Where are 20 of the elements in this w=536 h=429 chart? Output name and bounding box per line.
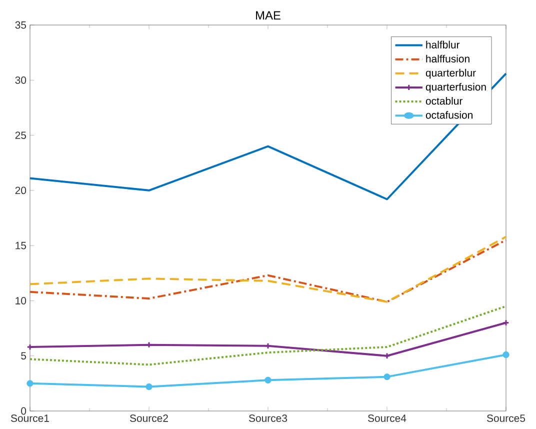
legend-label: halfblur bbox=[426, 40, 460, 48]
x-tick-label: Source5 bbox=[486, 414, 526, 422]
chart-title: MAE bbox=[256, 11, 280, 20]
y-tick-label: 15 bbox=[16, 242, 26, 250]
x-tick-label: Source4 bbox=[368, 414, 406, 422]
x-tick-label: Source3 bbox=[248, 414, 288, 422]
y-tick-label: 35 bbox=[15, 21, 26, 29]
y-tick-label: 10 bbox=[16, 297, 26, 304]
y-tick-label: 30 bbox=[15, 76, 26, 84]
x-tick-label: Source2 bbox=[130, 414, 168, 422]
legend-label: octafusion bbox=[426, 111, 472, 119]
legend-label: octablur bbox=[426, 96, 463, 105]
y-tick-label: 20 bbox=[15, 186, 26, 194]
legend-label: quarterfusion bbox=[426, 82, 486, 93]
y-tick-label: 25 bbox=[15, 132, 26, 139]
legend-label: quarterblur bbox=[426, 68, 476, 79]
legend-label: halffusion bbox=[426, 54, 470, 63]
x-tick-label: Source1 bbox=[10, 414, 49, 422]
y-tick-label: 0 bbox=[21, 407, 26, 415]
y-tick-label: 5 bbox=[21, 352, 26, 360]
